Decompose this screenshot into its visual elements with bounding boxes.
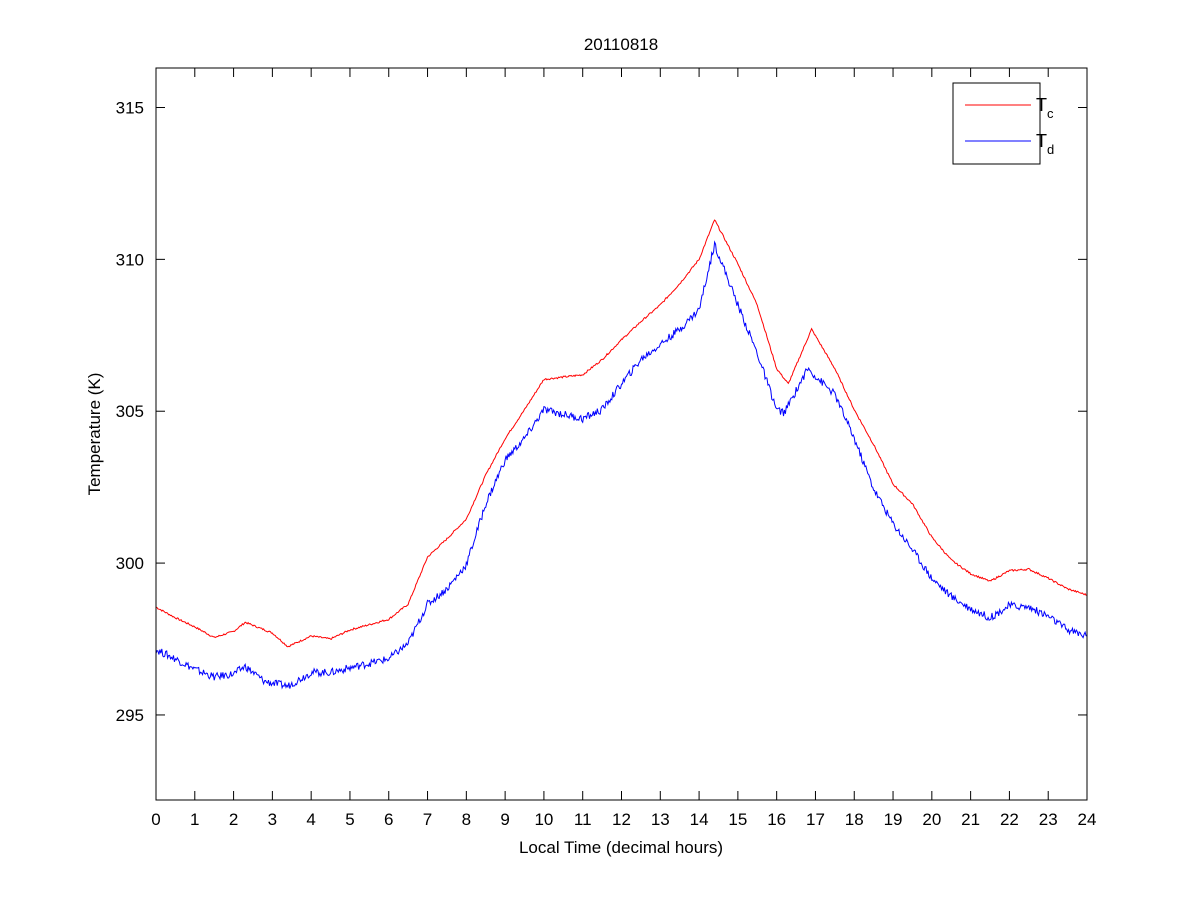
x-tick-label: 14: [690, 810, 709, 829]
x-tick-label: 18: [845, 810, 864, 829]
y-tick-label: 305: [116, 402, 144, 421]
x-tick-label: 17: [806, 810, 825, 829]
x-tick-label: 5: [345, 810, 354, 829]
plot-area-frame: [155, 67, 1088, 801]
series-line-Td: [155, 240, 1088, 690]
x-tick-label: 23: [1039, 810, 1058, 829]
x-tick-label: 1: [190, 810, 199, 829]
x-axis-label: Local Time (decimal hours): [519, 838, 723, 857]
x-tick-label: 20: [922, 810, 941, 829]
x-tick-label: 2: [229, 810, 238, 829]
x-tick-label: 19: [884, 810, 903, 829]
chart-title: 20110818: [584, 35, 658, 54]
x-tick-label: 12: [612, 810, 631, 829]
x-tick-label: 11: [574, 810, 592, 829]
x-tick-label: 13: [651, 810, 670, 829]
y-tick-label: 300: [116, 554, 144, 573]
y-tick-label: 310: [116, 250, 144, 269]
x-tick-label: 3: [268, 810, 277, 829]
x-tick-label: 15: [728, 810, 747, 829]
x-tick-label: 4: [306, 810, 315, 829]
x-tick-label: 7: [423, 810, 432, 829]
x-tick-label: 9: [500, 810, 509, 829]
legend: Tc Td: [952, 82, 1054, 165]
x-tick-label: 0: [151, 810, 160, 829]
series-line-Tc: [155, 219, 1088, 648]
x-tick-label: 22: [1000, 810, 1019, 829]
y-tick-label: 295: [116, 706, 144, 725]
x-tick-label: 16: [767, 810, 786, 829]
x-tick-label: 24: [1078, 810, 1097, 829]
y-axis-label: Temperature (K): [85, 373, 104, 496]
legend-box: [952, 82, 1041, 165]
x-tick-label: 8: [462, 810, 471, 829]
y-tick-label: 315: [116, 98, 144, 117]
x-tick-label: 10: [534, 810, 553, 829]
x-tick-label: 21: [961, 810, 980, 829]
legend-label-td: Td: [1036, 131, 1054, 157]
legend-label-tc: Tc: [1036, 95, 1054, 121]
x-tick-label: 6: [384, 810, 393, 829]
